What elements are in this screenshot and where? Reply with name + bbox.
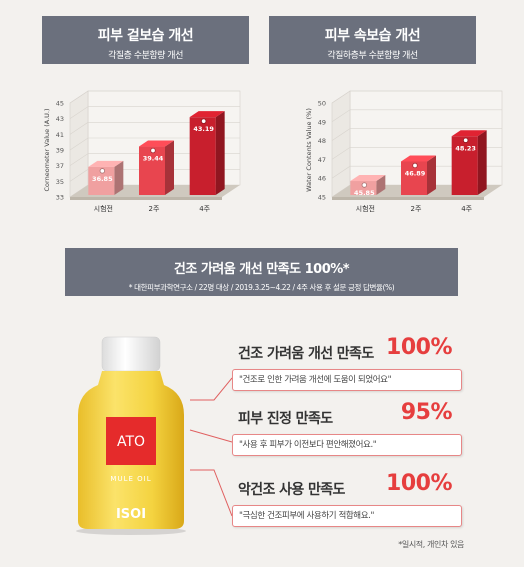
chart-floor-edge [70,197,222,200]
satisfaction-title: 건조 가려움 개선 만족도 [238,346,374,362]
satisfaction-percent: 100% [386,335,452,360]
chart-title: 피부 겉보습 개선 [97,28,194,44]
y-tick-label: 41 [56,131,64,139]
x-tick-label: 시험전 [94,204,113,213]
chart-floor-edge [332,197,484,200]
grid-line [69,106,240,119]
y-tick-label: 35 [56,178,64,186]
data-label: 45.85 [354,189,375,197]
x-tick-label: 시험전 [356,204,375,213]
satisfaction-percent: 95% [400,400,453,425]
bar-top [350,175,386,182]
satisfaction-percent: 100% [386,471,452,496]
bar-chart-right: 50 49 48 47 46 45 Water Contents Value (%) 45.8… [305,90,503,213]
bar-side [477,130,487,195]
data-point-marker [99,168,106,174]
bar-top [139,140,174,147]
bar-side [215,111,225,195]
data-label: 46.89 [405,169,426,177]
bar [139,146,165,195]
satisfaction-banner: 건조 가려움 개선 만족도 100%* * 대한피부과학연구소 / 22명 대상… [65,248,458,296]
grid-line [69,169,240,182]
y-tick-label: 45 [56,100,64,108]
x-tick-label: 4주 [461,205,472,213]
banner-subtitle: * 대한피부과학연구소 / 22명 대상 / 2019.3.25~4.22 / … [128,283,395,292]
data-point-marker [200,118,207,124]
y-tick-label: 43 [56,115,64,123]
satisfaction-item: 악건조 사용 만족도 100% "극심한 건조피부에 사용하기 적합해요." [232,471,462,531]
satisfaction-item: 건조 가려움 개선 만족도 100% "건조로 인한 가려움 개선에 도움이 되… [232,335,462,395]
bar-top [189,111,225,118]
y-tick-label: 45 [318,194,326,202]
grid-line [331,109,502,123]
satisfaction-quote: "사용 후 피부가 이전보다 편안해졌어요." [232,434,462,456]
bar-chart-left: 45 43 41 39 37 35 33 Corneometer Value (A.U.) 36… [43,90,241,213]
bottle-label-sub: MULE OIL [110,475,151,483]
x-tick-label: 2주 [411,205,422,213]
grid-line [69,122,240,135]
chart-subtitle: 각질층 수분함량 개선 [108,51,183,61]
grid-line [331,165,502,179]
y-axis-label: Corneometer Value (A.U.) [43,109,51,192]
footnote: *일시적, 개인차 있음 [398,540,464,549]
grid-line [331,147,502,160]
chart-header-left: 피부 겉보습 개선 각질층 수분함량 개선 [42,16,249,64]
chart-title: 피부 속보습 개선 [324,28,421,44]
grid-line [69,137,240,151]
bottle-label-line: ISOI [116,507,146,522]
satisfaction-quote: "건조로 인한 가려움 개선에 도움이 되었어요" [232,369,462,391]
bar-side [376,175,386,195]
x-tick-label: 2주 [149,205,160,213]
product-bottle-image: ATO MULE OIL ISOI [76,336,186,535]
y-tick-label: 46 [318,175,326,183]
data-point-marker [462,137,469,143]
y-axis-label: Water Contents Value (%) [305,108,313,192]
bar-top [401,155,436,162]
y-tick-label: 39 [56,147,64,155]
y-tick-label: 37 [56,162,64,170]
satisfaction-title: 악건조 사용 만족도 [238,482,345,498]
bar-top [88,160,124,167]
x-tick-label: 4주 [199,205,210,213]
data-point-marker [361,182,368,188]
grid-line [331,128,502,141]
y-tick-label: 47 [318,156,326,164]
banner-title: 건조 가려움 개선 만족도 100%* [173,262,350,277]
data-label: 39.44 [143,155,164,163]
data-point-marker [150,147,156,154]
bar [451,136,478,195]
bar-top [451,130,487,137]
data-label: 43.19 [193,125,214,133]
satisfaction-title: 피부 진정 만족도 [238,411,333,427]
bar-side [165,140,174,195]
satisfaction-item: 피부 진정 만족도 95% "사용 후 피부가 이전보다 편안해졌어요." [232,400,462,460]
grid-line [69,153,240,166]
bottle-label-brand: ATO [117,434,145,450]
bar-side [114,160,124,195]
chart-header-right: 피부 속보습 개선 각질하층부 수분함량 개선 [269,16,476,64]
data-label: 36.85 [92,175,113,183]
chart-subtitle: 각질하층부 수분함량 개선 [327,51,418,61]
data-point-marker [412,162,418,169]
bar [350,181,377,195]
y-tick-label: 33 [56,194,64,202]
y-tick-label: 49 [318,118,326,126]
satisfaction-quote: "극심한 건조피부에 사용하기 적합해요." [232,505,462,527]
grid-line [331,90,502,104]
data-label: 48.23 [455,144,476,152]
bar-side [427,155,436,195]
y-tick-label: 48 [318,137,326,145]
y-tick-label: 50 [318,100,326,108]
grid-line [69,90,240,104]
bar [189,117,216,195]
